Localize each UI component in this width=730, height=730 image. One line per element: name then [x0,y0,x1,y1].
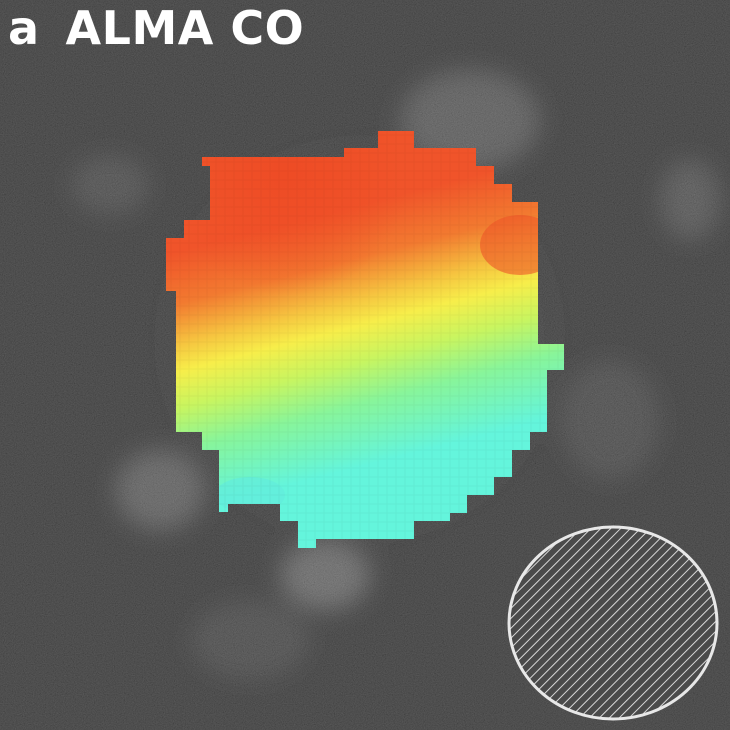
panel-title: ALMA CO [65,1,305,55]
panel-label: a ALMA CO [8,0,304,58]
panel-letter: a [8,1,40,55]
